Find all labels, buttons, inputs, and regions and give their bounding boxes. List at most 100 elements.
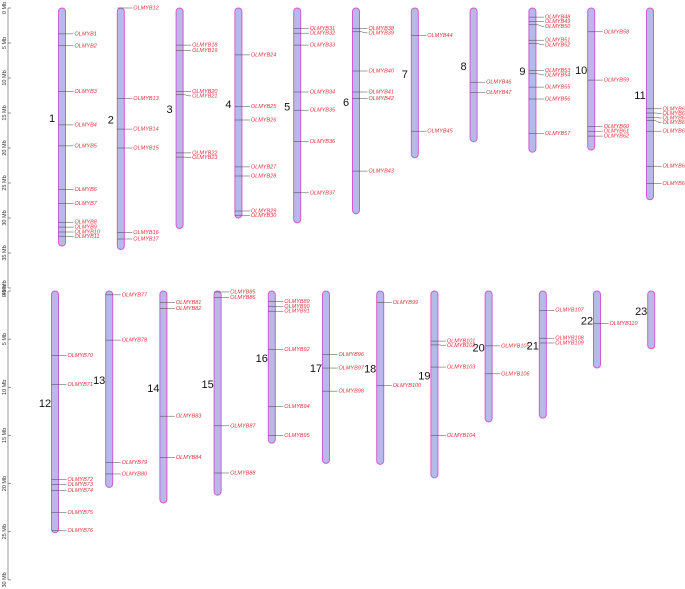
scale-label: 35 Mb: [2, 245, 8, 260]
gene-label: OLMYB32: [310, 31, 335, 37]
gene-marker: [430, 344, 446, 346]
gene-label: OLMYB75: [68, 510, 94, 516]
gene-label: OLMYB58: [604, 29, 630, 35]
chromosome-label: 20: [472, 342, 484, 354]
gene-label: OLMYB25: [251, 104, 277, 110]
gene-label: OLMYB104: [447, 433, 475, 439]
gene-label: OLMYB79: [122, 460, 147, 466]
gene-label: OLMYB87: [230, 423, 256, 429]
gene-marker: [528, 73, 544, 76]
scale-label: 15 Mb: [2, 105, 8, 120]
gene-label: OLMYB16: [133, 230, 159, 236]
gene-label: OLMYB65: [663, 115, 685, 121]
chromosome: [484, 290, 493, 423]
chromosome: [647, 290, 656, 350]
chromosome-label: 9: [519, 66, 525, 78]
gene-label: OLMYB109: [555, 340, 583, 346]
chromosome-label: 16: [256, 353, 268, 365]
gene-label: OLMYB17: [133, 236, 159, 242]
gene-label: OLMYB78: [122, 338, 148, 344]
gene-label: OLMYB84: [176, 455, 201, 461]
gene-label: OLMYB21: [192, 93, 217, 99]
gene-label: OLMYB76: [68, 528, 94, 534]
chromosome-label: 17: [310, 363, 322, 375]
gene-label: OLMYB42: [369, 96, 394, 102]
gene-label: OLMYB86: [230, 295, 256, 301]
gene-label: OLMYB105: [501, 343, 530, 349]
scale-label: 20 Mb: [2, 476, 8, 491]
gene-label: OLMYB77: [122, 292, 148, 298]
gene-label: OLMYB69: [663, 181, 685, 187]
gene-label: OLMYB82: [176, 306, 201, 312]
chromosome-label: 6: [343, 97, 349, 109]
chromosome-label: 1: [49, 113, 55, 125]
scale-label: 30 Mb: [2, 210, 8, 225]
gene-label: OLMYB60: [604, 124, 630, 130]
gene-label: OLMYB23: [192, 155, 218, 161]
gene-label: OLMYB56: [545, 96, 571, 102]
gene-label: OLMYB15: [133, 145, 159, 151]
gene-label: OLMYB96: [339, 352, 365, 358]
gene-label: OLMYB108: [555, 336, 584, 342]
gene-label: OLMYB34: [310, 89, 335, 95]
chromosome: [175, 7, 184, 229]
chromosome-label: 12: [39, 398, 51, 410]
chromosome: [528, 7, 537, 153]
scale-label: 0 Mb: [2, 2, 8, 14]
chromosome-label: 4: [225, 99, 231, 111]
gene-label: OLMYB2: [75, 43, 97, 49]
gene-label: OLMYB55: [545, 85, 571, 91]
chromosome-label: 21: [527, 340, 539, 352]
chromosome-label: 10: [575, 65, 587, 77]
gene-label: OLMYB85: [230, 289, 256, 295]
gene-label: OLMYB39: [369, 30, 394, 36]
gene-label: OLMYB1: [75, 31, 97, 37]
scale-label: 20 Mb: [2, 140, 8, 155]
gene-label: OLMYB102: [447, 343, 475, 349]
scale-label: 40 Mb: [2, 280, 8, 295]
gene-label: OLMYB11: [75, 234, 100, 240]
gene-label: OLMYB67: [663, 129, 685, 135]
gene-label: OLMYB50: [545, 24, 571, 30]
chromosome-label: 14: [147, 383, 159, 395]
gene-label: OLMYB70: [68, 353, 94, 359]
gene-label: OLMYB20: [192, 89, 218, 95]
gene-label: OLMYB26: [251, 117, 277, 123]
chromosome: [234, 7, 243, 219]
chromosome: [267, 290, 276, 444]
gene-label: OLMYB110: [610, 321, 639, 327]
gene-label: OLMYB9: [75, 225, 97, 231]
gene-label: OLMYB89: [284, 299, 309, 305]
gene-label: OLMYB62: [604, 134, 629, 140]
gene-label: OLMYB63: [663, 106, 685, 112]
chromosome-label: 5: [284, 101, 290, 113]
chromosome: [58, 7, 66, 247]
scale-label: 0 Mb: [2, 285, 8, 297]
gene-label: OLMYB8: [75, 220, 98, 226]
chromosome: [213, 290, 222, 496]
chromosome-label: 8: [461, 61, 467, 73]
gene-label: OLMYB18: [192, 43, 218, 49]
gene-label: OLMYB33: [310, 43, 336, 49]
gene-label: OLMYB52: [545, 42, 570, 48]
chromosome: [51, 290, 59, 534]
chromosome-label: 22: [581, 315, 593, 327]
gene-label: OLMYB12: [133, 5, 158, 11]
chromosome: [410, 7, 419, 159]
gene-label: OLMYB43: [369, 169, 395, 175]
chromosome: [469, 7, 478, 143]
scale-label: 10 Mb: [2, 70, 8, 85]
chromosome-label: 13: [93, 375, 105, 387]
gene-label: OLMYB44: [427, 33, 452, 39]
gene-label: OLMYB92: [284, 347, 309, 353]
gene-label: OLMYB35: [310, 108, 336, 114]
gene-label: OLMYB57: [545, 131, 571, 137]
gene-label: OLMYB30: [251, 213, 277, 219]
chromosome: [352, 7, 360, 215]
gene-label: OLMYB5: [75, 143, 98, 149]
gene-label: OLMYB97: [339, 365, 365, 371]
gene-marker: [528, 24, 544, 27]
gene-label: OLMYB103: [447, 365, 476, 371]
gene-label: OLMYB54: [545, 72, 570, 78]
gene-label: OLMYB68: [663, 164, 685, 170]
